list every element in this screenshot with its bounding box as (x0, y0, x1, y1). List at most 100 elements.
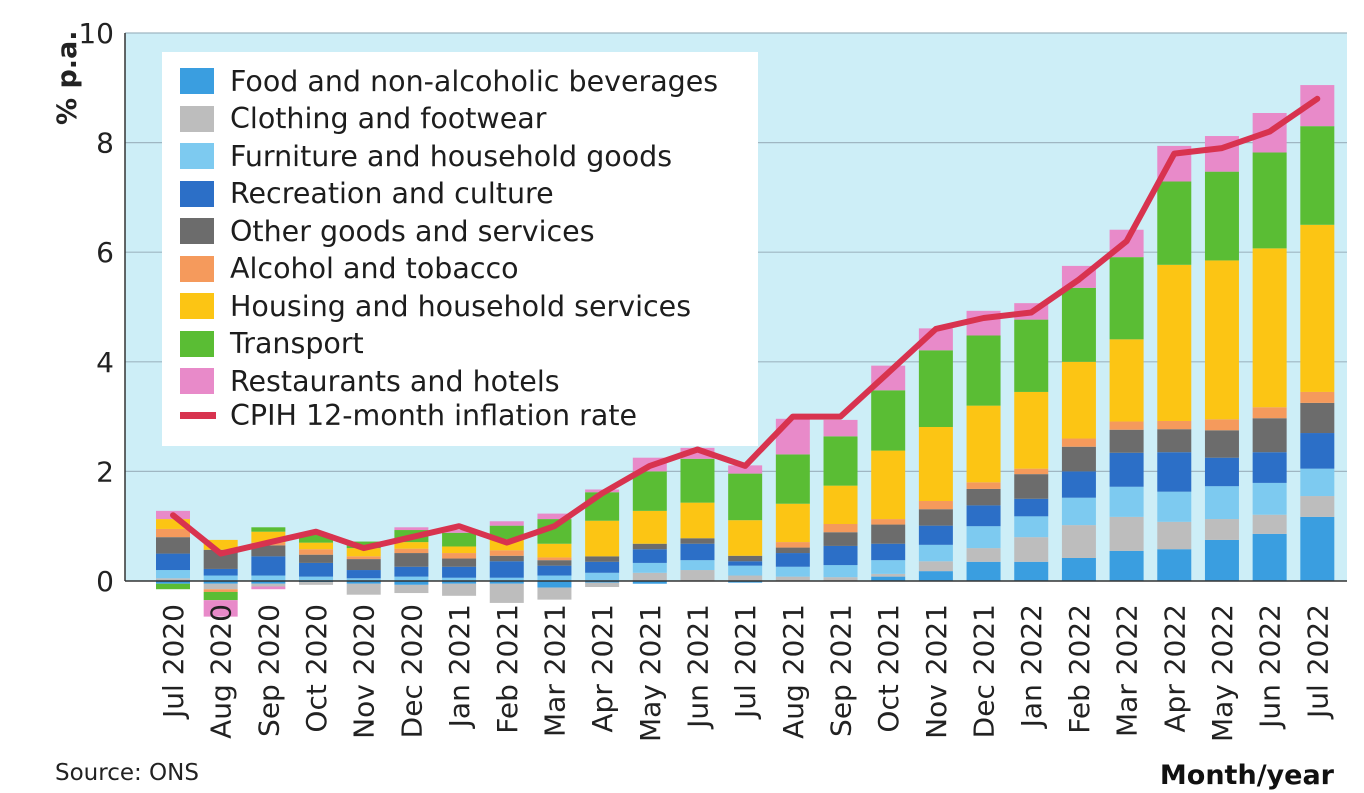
bar-segment (728, 581, 763, 583)
bar-segment (823, 485, 858, 525)
bar-segment (299, 576, 334, 581)
x-tick-label: Aug 2021 (777, 604, 810, 739)
legend-label: Transport (230, 327, 364, 360)
bar-segment (1300, 391, 1335, 403)
x-tick-label: Mar 2021 (538, 604, 571, 737)
bar-segment (823, 436, 858, 486)
bar-segment (156, 528, 190, 538)
bar-segment (299, 562, 334, 577)
bar-segment (489, 581, 524, 584)
bar-segment (1252, 514, 1287, 534)
bar-segment (1252, 482, 1287, 515)
bar-segment (918, 500, 953, 510)
bar-segment (251, 575, 286, 581)
bar-segment (489, 525, 524, 540)
y-tick-label: 2 (96, 455, 114, 488)
bar-segment (585, 572, 620, 581)
bar-segment (1014, 516, 1049, 538)
bar-segment (203, 539, 238, 550)
bar-segment (680, 560, 715, 571)
bar-segment (489, 550, 524, 556)
bar-segment (1157, 549, 1192, 581)
bar-segment (394, 548, 429, 554)
bar-segment (1014, 474, 1049, 499)
bar-segment (775, 553, 810, 567)
bar-segment (918, 525, 953, 545)
bar-segment (1061, 438, 1096, 447)
bar-segment (251, 581, 286, 584)
bar-segment (1014, 391, 1049, 469)
bar-segment (1109, 257, 1144, 340)
bar-segment (1157, 181, 1192, 265)
bar-segment (871, 576, 906, 581)
bar-segment (346, 570, 381, 579)
bar-segment (1300, 468, 1335, 497)
x-tick-label: Sep 2021 (825, 604, 858, 737)
x-tick-label: Feb 2021 (491, 604, 524, 734)
legend-label: Furniture and household goods (230, 139, 673, 173)
bar-segment (823, 532, 858, 546)
bar-segment (775, 576, 810, 581)
bar-segment (585, 582, 620, 588)
bar-segment (871, 573, 906, 577)
legend-label: Housing and household services (230, 289, 692, 323)
bar-segment (1300, 126, 1335, 225)
bar-segment (1204, 430, 1239, 458)
bar-segment (1109, 429, 1144, 453)
bar-segment (823, 545, 858, 566)
bar-segment (1061, 446, 1096, 472)
bar-segment (1252, 248, 1287, 408)
bar-segment (537, 513, 572, 520)
legend-item: Alcohol and tobacco (180, 252, 519, 286)
bar-segment (1157, 420, 1192, 430)
bar-segment (442, 566, 477, 578)
bar-segment (632, 510, 667, 544)
bar-segment (871, 519, 906, 525)
legend-swatch (180, 180, 214, 207)
bar-segment (299, 534, 334, 543)
bar-segment (537, 575, 572, 581)
legend-item: Furniture and household goods (180, 139, 672, 173)
bar-segment (1109, 486, 1144, 517)
bar-segment (156, 570, 190, 579)
x-tick-label: Jul 2022 (1301, 604, 1334, 720)
bar-segment (585, 520, 620, 557)
x-tick-label: Jun 2022 (1254, 604, 1287, 730)
y-tick-label: 0 (96, 565, 114, 598)
bar-segment (156, 578, 190, 581)
bar-segment (1157, 264, 1192, 421)
bars (156, 85, 1335, 617)
bar-segment (1109, 516, 1144, 551)
bar-segment (728, 561, 763, 566)
bar-segment (203, 589, 238, 592)
bar-segment (1300, 516, 1335, 581)
x-tick-label: Jul 2020 (157, 604, 190, 720)
x-tick-label: May 2022 (1206, 604, 1239, 742)
bar-segment (1204, 486, 1239, 520)
x-tick-label: Sep 2020 (252, 604, 285, 737)
bar-segment (632, 581, 667, 584)
bar-segment (1157, 521, 1192, 550)
legend: Food and non-alcoholic beverages Clothing… (162, 52, 758, 446)
bar-segment (346, 541, 381, 549)
bar-segment (775, 454, 810, 504)
bar-segment (1014, 319, 1049, 392)
bar-segment (1300, 402, 1335, 434)
bar-segment (156, 537, 190, 554)
bar-segment (156, 519, 190, 529)
bar-segment (1300, 224, 1335, 392)
bar-segment (1204, 519, 1239, 540)
legend-swatch (180, 105, 214, 132)
legend-swatch (180, 293, 214, 319)
x-tick-label: Oct 2020 (300, 604, 333, 733)
legend-label: Clothing and footwear (230, 102, 547, 135)
bar-segment (442, 558, 477, 567)
bar-segment (1157, 452, 1192, 492)
bar-segment (728, 473, 763, 521)
x-tick-label: Jun 2021 (681, 604, 714, 730)
x-tick-label: Oct 2021 (872, 604, 905, 733)
bar-segment (1252, 407, 1287, 419)
bar-segment (1300, 496, 1335, 517)
bar-segment (299, 582, 334, 585)
x-tick-labels: Jul 2020 Aug 2020 Sep 2020 Oct 2020 Nov 2020… (157, 604, 1334, 742)
